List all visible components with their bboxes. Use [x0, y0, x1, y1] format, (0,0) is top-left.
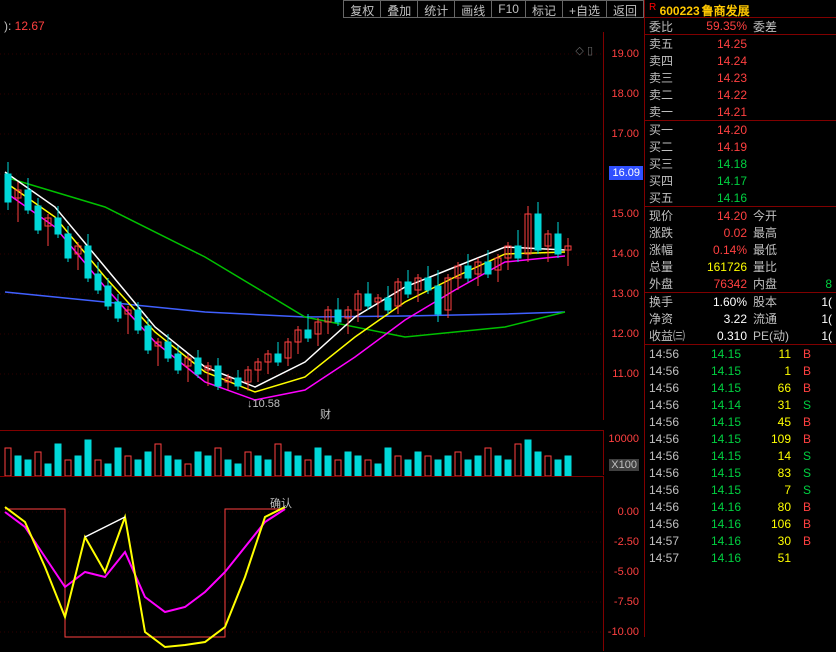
quote-row: 买四14.17 [645, 172, 836, 189]
info-row: 现价14.20今开 [645, 207, 836, 224]
quote-row: 卖二14.22 [645, 86, 836, 103]
info-row: 换手1.60%股本1( [645, 293, 836, 310]
quote-row: 卖三14.23 [645, 69, 836, 86]
info-row: 涨幅0.14%最低 [645, 241, 836, 258]
confirm-label: 确认 [270, 495, 292, 511]
info-row: 外盘76342内盘8 [645, 275, 836, 292]
menu-diejia[interactable]: 叠加 [381, 1, 418, 17]
quote-row: 买三14.18 [645, 155, 836, 172]
chart-area: 19.0018.0017.0016.0015.0014.0013.0012.00… [0, 18, 644, 637]
trade-row: 14:5614.1511B [645, 345, 836, 362]
quote-row: 买五14.16 [645, 189, 836, 206]
trade-row: 14:5614.151B [645, 362, 836, 379]
quote-panel: R 600223鲁商发展 委比59.35% 委差 卖五14.25卖四14.24卖… [644, 0, 836, 637]
quote-row: 买一14.20 [645, 121, 836, 138]
indicator-axis: 0.00-2.50-5.00-7.50-10.00 [603, 477, 643, 652]
volume-chart[interactable]: 10000 X100 [0, 430, 604, 475]
menu-biaoji[interactable]: 标记 [526, 1, 563, 17]
trade-row: 14:5614.15109B [645, 430, 836, 447]
trade-row: 14:5614.1566B [645, 379, 836, 396]
trade-row: 14:5614.1583S [645, 464, 836, 481]
indicator-chart[interactable]: 确认 0.00-2.50-5.00-7.50-10.00 [0, 476, 604, 651]
trade-row: 14:5614.1514S [645, 447, 836, 464]
menu-zixuan[interactable]: +自选 [563, 1, 607, 17]
trade-row: 14:5714.1651 [645, 549, 836, 566]
current-price-tag: 16.09 [609, 166, 643, 180]
info-row: 涨跌0.02最高 [645, 224, 836, 241]
quote-row: 买二14.19 [645, 138, 836, 155]
menu-fanhui[interactable]: 返回 [607, 1, 643, 17]
commission-row: 委比59.35% 委差 [645, 18, 836, 35]
info-row: 净资3.22流通1( [645, 310, 836, 327]
info-row: 总量161726量比 [645, 258, 836, 275]
trade-row: 14:5614.16106B [645, 515, 836, 532]
trade-row: 14:5614.157S [645, 481, 836, 498]
trade-row: 14:5614.1680B [645, 498, 836, 515]
low-price-label: ↓10.58 [247, 398, 280, 410]
quote-row: 卖四14.24 [645, 52, 836, 69]
top-menu: 复权 叠加 统计 画线 F10 标记 +自选 返回 [343, 0, 644, 18]
menu-tongji[interactable]: 统计 [418, 1, 455, 17]
cai-label: 财 [320, 406, 331, 422]
menu-f10[interactable]: F10 [492, 1, 526, 17]
trade-row: 14:5714.1630B [645, 532, 836, 549]
menu-huaxian[interactable]: 画线 [455, 1, 492, 17]
scroll-hint-icon: ◇ ▯ [575, 44, 593, 57]
price-axis: 19.0018.0017.0016.0015.0014.0013.0012.00… [603, 32, 643, 420]
trade-row: 14:5614.1545B [645, 413, 836, 430]
stock-header: R 600223鲁商发展 [645, 0, 836, 18]
menu-fuquan[interactable]: 复权 [344, 1, 381, 17]
quote-row: 卖五14.25 [645, 35, 836, 52]
quote-row: 卖一14.21 [645, 103, 836, 120]
info-row: 收益㈢0.310PE(动)1( [645, 327, 836, 344]
candlestick-chart[interactable]: 19.0018.0017.0016.0015.0014.0013.0012.00… [0, 32, 604, 420]
trade-row: 14:5614.1431S [645, 396, 836, 413]
